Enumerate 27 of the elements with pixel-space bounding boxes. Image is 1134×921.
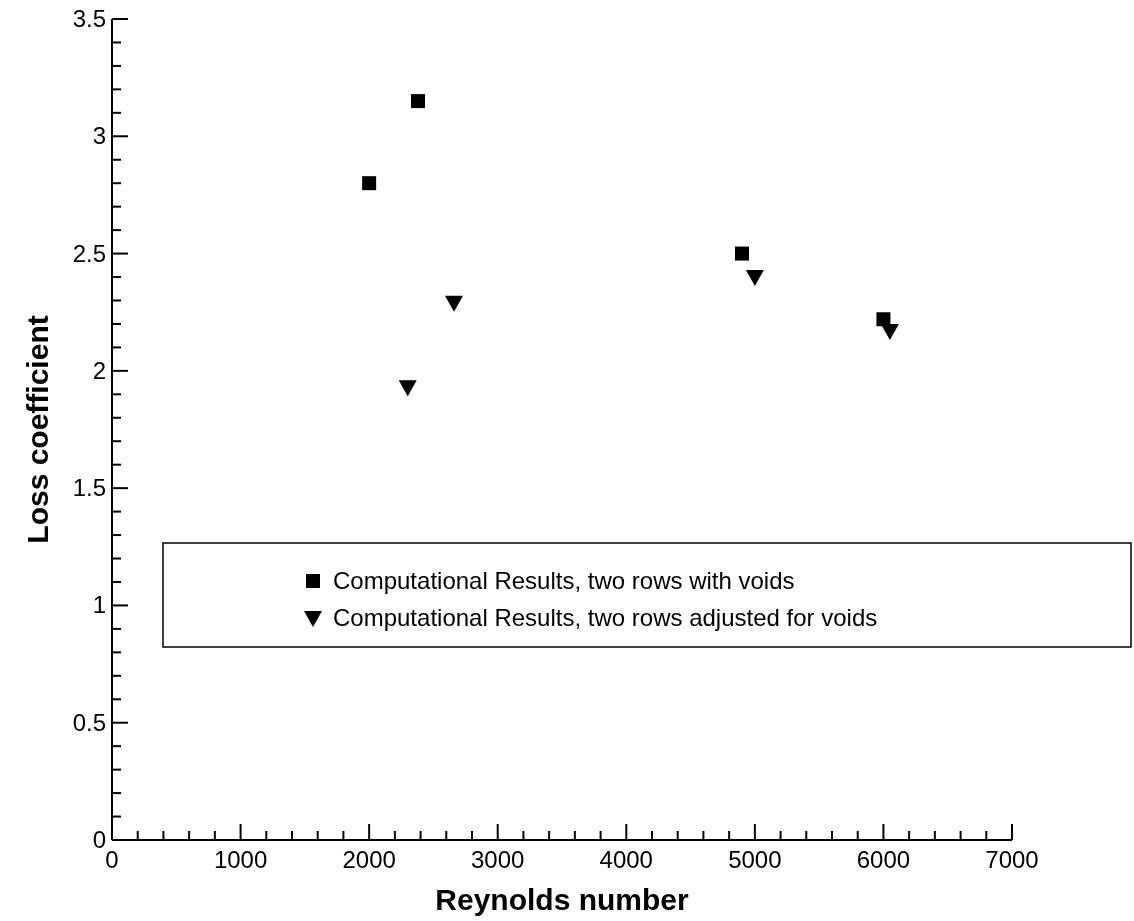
y-axis-title: Loss coefficient: [21, 315, 54, 544]
x-tick-label: 6000: [856, 846, 911, 873]
x-tick-label: 2000: [342, 846, 396, 873]
point: [735, 246, 749, 261]
y-tick-label: 2.5: [72, 239, 106, 267]
point: [362, 176, 377, 191]
point: [876, 312, 891, 327]
y-tick-label: 3.5: [72, 5, 106, 32]
y-tick-label: 1.5: [72, 474, 106, 502]
x-tick-label: 7000: [985, 846, 1039, 873]
point: [411, 94, 425, 109]
legend-label: Computational Results, two rows adjusted for voids: [333, 604, 878, 631]
x-tick-label: 3000: [471, 846, 525, 873]
x-axis-title: Reynolds number: [435, 883, 690, 916]
y-tick-label: 2: [92, 356, 106, 384]
point: [745, 270, 764, 287]
y-tick-label: 0: [92, 826, 106, 853]
y-tick-label: 1: [92, 591, 106, 619]
legend-label: Computational Results, two rows with voids: [333, 567, 795, 594]
y-tick-label: 3: [92, 122, 106, 150]
x-tick-label: 1000: [213, 846, 268, 873]
x-tick-label: 4000: [599, 846, 653, 873]
y-tick-label: 0.5: [72, 708, 106, 736]
point: [445, 295, 463, 312]
x-tick-label: 5000: [728, 846, 782, 873]
point: [880, 323, 899, 340]
point: [398, 380, 417, 397]
